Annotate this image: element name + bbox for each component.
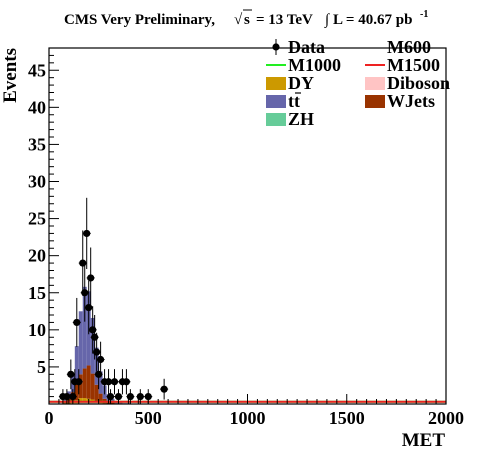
x-tick-label: 2000 [428, 408, 464, 428]
y-tick-label: 5 [37, 357, 46, 377]
legend-swatch-DY [266, 77, 286, 90]
legend-label-data: Data [288, 37, 325, 57]
data-point-3 [69, 393, 76, 400]
data-point-27 [161, 386, 168, 393]
data-point-16 [97, 356, 104, 363]
title-lumi: L = 40.67 pb [333, 12, 412, 28]
data-point-20 [111, 378, 118, 385]
data-point-12 [89, 326, 96, 333]
legend-data-marker [272, 43, 279, 50]
sqrt-symbol: √ [234, 12, 243, 28]
integral-symbol: ∫ [324, 12, 331, 28]
legend-swatch-tt [266, 95, 286, 108]
legend-swatch-Diboson [365, 77, 385, 90]
legend-label-Diboson: Diboson [387, 73, 450, 93]
legend-label-tt: tt [288, 91, 300, 111]
data-point-10 [85, 304, 92, 311]
y-tick-label: 45 [28, 60, 46, 80]
x-axis-label: MET [402, 430, 446, 451]
bar-WJets-4 [79, 374, 83, 398]
legend-entry-M600: M600 [387, 37, 431, 57]
x-tick-label: 1000 [230, 408, 266, 428]
data-point-14 [93, 348, 100, 355]
legend-swatch-ZH [266, 113, 286, 126]
data-point-5 [73, 319, 80, 326]
x-tick-label: 0 [45, 408, 54, 428]
data-point-6 [75, 378, 82, 385]
y-tick-label: 40 [28, 97, 46, 117]
legend-label-M1000: M1000 [288, 55, 341, 75]
y-tick-label: 10 [28, 320, 46, 340]
y-axis-label: Events [0, 48, 21, 103]
y-tick-label: 30 [28, 172, 46, 192]
data-point-19 [107, 393, 114, 400]
legend-swatch-WJets [365, 95, 385, 108]
bar-WJets-8 [95, 385, 99, 401]
title-lumi-sup: -1 [420, 9, 428, 20]
bar-tt-3 [75, 346, 79, 383]
y-tick-label: 20 [28, 246, 46, 266]
data-point-9 [83, 230, 90, 237]
x-tick-label: 1500 [329, 408, 365, 428]
legend-label-M1500: M1500 [387, 55, 440, 75]
data-point-11 [87, 274, 94, 281]
bar-WJets-6 [87, 365, 91, 398]
legend-label-DY: DY [288, 73, 314, 93]
data-point-7 [79, 259, 86, 266]
data-point-23 [123, 378, 130, 385]
x-tick-label: 500 [135, 408, 162, 428]
data-point-8 [81, 289, 88, 296]
y-tick-label: 35 [28, 134, 46, 154]
bar-WJets-5 [83, 368, 87, 398]
y-tick-label: 25 [28, 209, 46, 229]
legend-label-M600: M600 [387, 37, 431, 57]
sqrt-s: s [244, 12, 250, 28]
legend-label-WJets: WJets [387, 91, 435, 111]
bar-WJets-7 [91, 374, 95, 400]
chart-title: CMS Very Preliminary, √ s = 13 TeV ∫ L =… [64, 9, 428, 28]
title-prefix: CMS Very Preliminary, [64, 12, 215, 28]
data-point-2 [67, 371, 74, 378]
data-point-25 [137, 393, 144, 400]
data-point-13 [91, 334, 98, 341]
title-energy: = 13 TeV [256, 12, 313, 28]
y-tick-label: 15 [28, 283, 46, 303]
data-point-24 [127, 393, 134, 400]
data-point-15 [95, 371, 102, 378]
legend-label-ZH: ZH [288, 109, 314, 129]
